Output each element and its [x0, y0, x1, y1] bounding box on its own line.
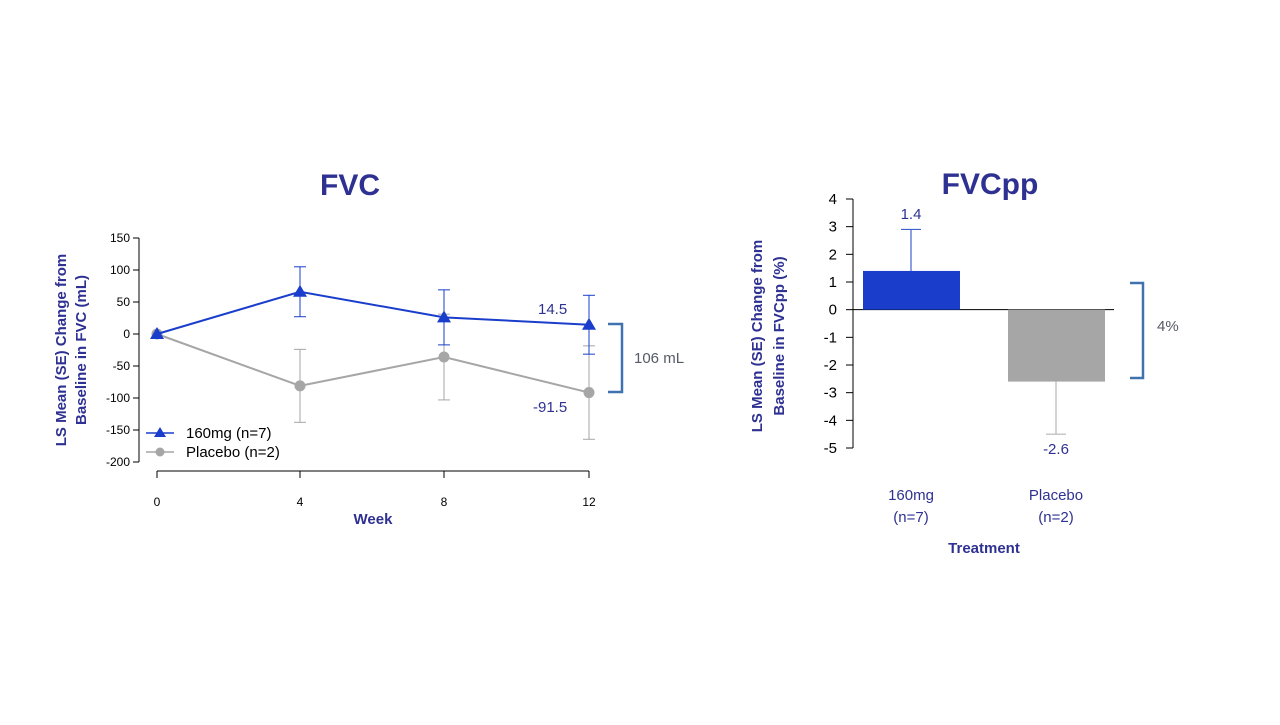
fvc-legend: 160mg (n=7) Placebo (n=2) — [146, 425, 280, 461]
fvcpp-x-axis-title: Treatment — [948, 540, 1020, 557]
fvc-series-160mg — [150, 266, 596, 355]
fvc-bracket — [608, 322, 624, 394]
fvcpp-y-tick-label: 2 — [829, 246, 837, 263]
fvc-title: FVC — [320, 169, 380, 202]
fvc-point — [583, 387, 595, 399]
fvcpp-title: FVCpp — [942, 168, 1039, 201]
fvcpp-y-tick-label: -2 — [824, 357, 837, 374]
fvc-y-tick-label: 0 — [123, 327, 130, 341]
legend-label-placebo: Placebo (n=2) — [186, 444, 280, 461]
fvcpp-bar — [1008, 309, 1105, 382]
fvc-data-label: 14.5 — [538, 301, 567, 318]
fvc-y-tick-label: 100 — [110, 263, 130, 277]
fvc-series-line — [156, 290, 590, 335]
fvc-x-tick-label: 4 — [297, 495, 304, 509]
fvcpp-y-axis-title: LS Mean (SE) Change from Baseline in FVCp… — [749, 240, 788, 433]
fvcpp-category-line: (n=2) — [1038, 509, 1073, 526]
fvcpp-y-tick-label: -3 — [824, 385, 837, 402]
fvcpp-y-tick-label: -5 — [824, 440, 837, 457]
fvc-x-axis-title: Week — [354, 511, 394, 528]
fvc-chart: FVC 150 100 50 0 -50 -100 -150 -200 0 4 8 12 Week LS M… — [53, 169, 684, 528]
legend-marker-160mg — [154, 427, 166, 437]
fvc-series-line — [156, 333, 590, 394]
fvcpp-chart: FVCpp 4 3 2 1 0 -1 -2 -3 -4 -5 1.4 -2.6 160mg (n=7) Pla… — [749, 168, 1179, 557]
fvc-y-tick-label: -50 — [113, 359, 131, 373]
fvc-point — [293, 284, 307, 297]
fvc-y-tick-label: 50 — [117, 295, 131, 309]
fvc-point — [438, 351, 450, 363]
fvc-y-tick-label: -100 — [106, 391, 130, 405]
fvcpp-annotation: 4% — [1157, 318, 1179, 335]
fvcpp-category-line: (n=7) — [893, 509, 928, 526]
fvc-y-axis-title-line: Baseline in FVC (mL) — [73, 275, 90, 425]
fvc-x-tick-label: 0 — [154, 495, 161, 509]
fvcpp-y-tick-label: 4 — [829, 191, 837, 208]
fvc-point — [437, 310, 451, 323]
fvc-point — [582, 317, 596, 330]
fvc-annotation: 106 mL — [634, 350, 684, 367]
fvc-point — [294, 380, 306, 392]
fvc-x-tick-label: 8 — [441, 495, 448, 509]
fvc-series-placebo — [151, 313, 595, 440]
legend-label-160mg: 160mg (n=7) — [186, 425, 271, 442]
fvc-y-tick-label: -200 — [106, 455, 130, 469]
fvc-y-tick-label: 150 — [110, 231, 130, 245]
fvcpp-category-label: 160mg (n=7) — [888, 487, 934, 526]
fvc-x-tick-label: 12 — [582, 495, 596, 509]
fvc-data-label: -91.5 — [533, 399, 567, 416]
legend-marker-placebo — [155, 447, 165, 457]
fvc-point — [150, 327, 164, 339]
fvcpp-category-line: Placebo — [1029, 487, 1083, 504]
fvcpp-data-label: 1.4 — [901, 206, 922, 223]
fvcpp-bar — [863, 270, 960, 310]
fvc-y-axis-title: LS Mean (SE) Change from Baseline in FVC … — [53, 254, 90, 447]
fvcpp-y-tick-label: 0 — [829, 302, 837, 319]
fvcpp-category-line: 160mg — [888, 487, 934, 504]
fvcpp-y-axis-title-line: LS Mean (SE) Change from — [749, 240, 766, 433]
fvcpp-y-tick-label: -4 — [824, 412, 837, 429]
fvcpp-y-axis-title-line: Baseline in FVCpp (%) — [771, 256, 788, 415]
fvcpp-y-tick-label: -1 — [824, 329, 837, 346]
fvc-y-axis-title-line: LS Mean (SE) Change from — [53, 254, 70, 447]
fvcpp-y-tick-label: 3 — [829, 219, 837, 236]
fvcpp-category-label: Placebo (n=2) — [1029, 487, 1083, 526]
fvcpp-data-label: -2.6 — [1043, 441, 1069, 458]
fvcpp-bracket — [1130, 281, 1145, 380]
fvcpp-y-tick-label: 1 — [829, 274, 837, 291]
fvc-y-tick-label: -150 — [106, 423, 130, 437]
